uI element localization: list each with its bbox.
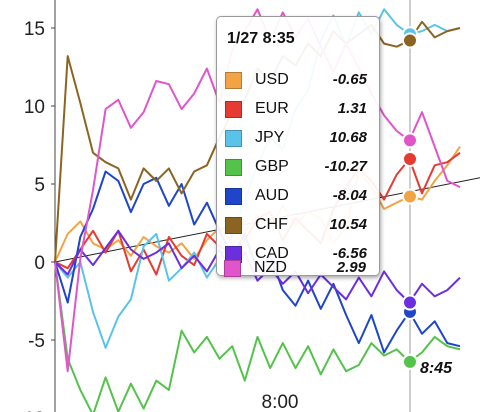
tooltip-row-nzd: NZD 2.99 [224,257,374,279]
nzd-value: 2.99 [336,259,366,276]
tooltip-row-jpy: JPY 10.68 [225,127,375,149]
eur-color-swatch [225,101,242,118]
tooltip-title: 1/27 8:35 [227,30,295,47]
y-tick-label: 10 [24,97,45,118]
usd-label: USD [255,71,289,88]
tooltip-row-usd: USD -0.65 [225,69,375,91]
y-tick-label: 5 [34,175,45,196]
gbp-label: GBP [255,158,289,175]
y-tick-label: -5 [28,331,45,352]
marker-usd [402,188,418,205]
cad-value: -6.56 [332,245,367,262]
jpy-value: 10.68 [329,129,367,146]
y-tick-label: 15 [24,19,45,40]
y-tick-label: 0 [34,253,45,274]
series-line-cad [54,229,461,304]
tooltip-row-chf: CHF 10.54 [225,214,375,236]
aud-label: AUD [255,187,289,204]
marker-chf [402,32,418,49]
nzd-color-swatch [224,260,241,277]
eur-value: 1.31 [337,100,367,117]
marker-cad [402,294,418,311]
tooltip-row-aud: AUD -8.04 [225,185,375,207]
series-line-gbp [54,261,461,412]
tooltip-row-cad: CAD -6.56 [225,243,375,265]
chf-value: 10.54 [329,216,367,233]
usd-color-swatch [225,72,242,89]
x-tick-label: 8:00 [262,392,299,412]
marker-gbp [402,353,418,370]
cad-label: CAD [255,245,289,262]
y-tick-label: -10 [18,409,45,412]
usd-value: -0.65 [332,71,367,88]
tooltip-row-eur: EUR 1.31 [225,98,375,120]
tooltip-row-gbp: GBP -10.27 [225,156,375,178]
nzd-label: NZD [254,259,287,276]
chf-label: CHF [255,216,288,233]
gbp-color-swatch [225,159,242,176]
eur-label: EUR [255,100,289,117]
aud-color-swatch [225,188,242,205]
marker-eur [402,151,418,168]
marker-nzd [402,132,418,149]
series-line-nzd [54,8,461,373]
jpy-color-swatch [225,130,242,147]
hover-tooltip: 1/27 8:35 USD -0.65 EUR 1.31 JPY 10.68 G… [216,16,380,276]
aud-value: -8.04 [332,187,367,204]
cursor-time-label: 8:45 [420,360,453,377]
chf-color-swatch [225,217,242,234]
gbp-value: -10.27 [324,158,367,175]
jpy-label: JPY [255,129,285,146]
